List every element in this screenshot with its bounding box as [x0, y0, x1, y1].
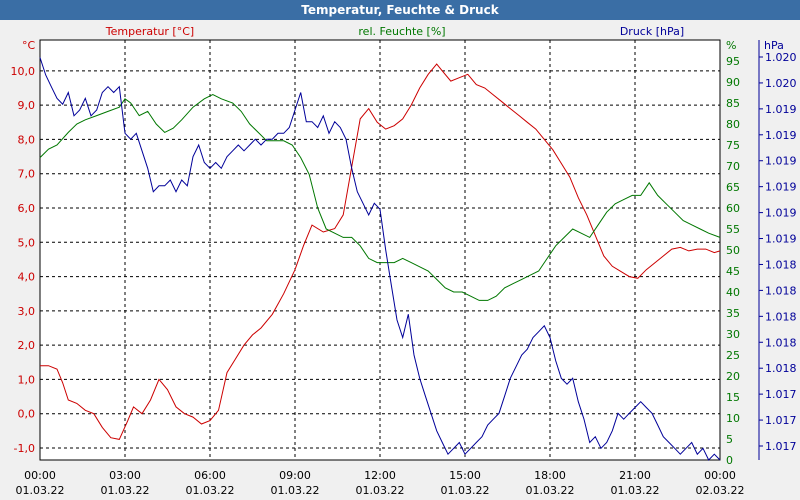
x-tick-date: 01.03.22: [611, 484, 660, 497]
humidity-tick-label: 80: [726, 118, 740, 131]
pressure-tick-label: 1.018: [765, 310, 797, 323]
x-tick-date: 01.03.22: [186, 484, 235, 497]
humidity-tick-label: 50: [726, 244, 740, 257]
x-tick-time: 00:00: [24, 469, 56, 482]
x-tick-date: 01.03.22: [441, 484, 490, 497]
x-tick-time: 00:00: [704, 469, 736, 482]
pressure-tick-label: 1.019: [765, 233, 797, 246]
temperature-tick-label: 9,0: [18, 99, 36, 112]
pressure-series-line: [39, 57, 721, 461]
humidity-series-line: [39, 94, 721, 301]
humidity-axis-label: rel. Feuchte [%]: [358, 25, 445, 38]
x-tick-date: 01.03.22: [271, 484, 320, 497]
humidity-tick-label: 75: [726, 139, 740, 152]
humidity-tick-label: 0: [726, 454, 733, 467]
temperature-tick-label: -1,0: [14, 442, 35, 455]
humidity-tick-label: 85: [726, 97, 740, 110]
pressure-axis: hPa Druck [hPa] 1.020 1.020 1.019 1.019 1.01…: [620, 25, 797, 460]
humidity-tick-label: 90: [726, 76, 740, 89]
x-tick-date: 01.03.22: [356, 484, 405, 497]
pressure-unit: hPa: [764, 39, 784, 52]
humidity-tick-label: 55: [726, 223, 740, 236]
pressure-tick-label: 1.019: [765, 155, 797, 168]
humidity-tick-label: 20: [726, 370, 740, 383]
temperature-series-line: [40, 63, 721, 440]
x-tick-time: 09:00: [279, 469, 311, 482]
temperature-tick-label: 3,0: [18, 305, 36, 318]
temperature-tick-label: 5,0: [18, 236, 36, 249]
humidity-tick-label: 5: [726, 433, 733, 446]
pressure-tick-label: 1.018: [765, 284, 797, 297]
temperature-tick-label: 6,0: [18, 202, 36, 215]
x-tick-time: 21:00: [619, 469, 651, 482]
x-tick-date: 01.03.22: [16, 484, 65, 497]
temperature-tick-label: 0,0: [18, 408, 36, 421]
x-tick-time: 18:00: [534, 469, 566, 482]
humidity-tick-label: 25: [726, 349, 740, 362]
temperature-unit: °C: [22, 39, 36, 52]
grid: [40, 40, 720, 460]
temperature-tick-label: 4,0: [18, 271, 36, 284]
series-group: [39, 57, 721, 461]
pressure-tick-label: 1.019: [765, 129, 797, 142]
temperature-axis: °C Temperatur [°C] 10,0 9,0 8,0 7,0 6,0 5,0 4,…: [11, 25, 195, 455]
humidity-tick-label: 10: [726, 412, 740, 425]
pressure-tick-label: 1.019: [765, 103, 797, 116]
window-title: Temperatur, Feuchte & Druck: [0, 0, 800, 20]
temperature-tick-label: 10,0: [11, 65, 36, 78]
x-tick-date: 01.03.22: [526, 484, 575, 497]
humidity-unit: %: [726, 39, 736, 52]
temperature-axis-label: Temperatur [°C]: [105, 25, 194, 38]
pressure-tick-label: 1.020: [765, 77, 797, 90]
x-tick-time: 12:00: [364, 469, 396, 482]
pressure-tick-label: 1.018: [765, 362, 797, 375]
humidity-tick-label: 35: [726, 307, 740, 320]
humidity-tick-label: 95: [726, 55, 740, 68]
x-tick-date: 01.03.22: [101, 484, 150, 497]
humidity-tick-label: 30: [726, 328, 740, 341]
temperature-tick-label: 7,0: [18, 168, 36, 181]
temperature-tick-label: 1,0: [18, 373, 36, 386]
humidity-tick-label: 70: [726, 160, 740, 173]
x-tick-date: 02.03.22: [696, 484, 745, 497]
pressure-tick-label: 1.018: [765, 336, 797, 349]
humidity-tick-label: 15: [726, 391, 740, 404]
pressure-tick-label: 1.020: [765, 51, 797, 64]
temperature-tick-label: 2,0: [18, 339, 36, 352]
pressure-tick-label: 1.017: [765, 440, 797, 453]
x-tick-time: 03:00: [109, 469, 141, 482]
humidity-tick-label: 45: [726, 265, 740, 278]
pressure-tick-label: 1.019: [765, 207, 797, 220]
x-tick-time: 15:00: [449, 469, 481, 482]
pressure-tick-label: 1.017: [765, 388, 797, 401]
humidity-tick-label: 60: [726, 202, 740, 215]
humidity-axis: % rel. Feuchte [%] 959085807570656055504…: [358, 25, 740, 467]
humidity-tick-label: 65: [726, 181, 740, 194]
x-tick-time: 06:00: [194, 469, 226, 482]
pressure-tick-label: 1.019: [765, 181, 797, 194]
pressure-tick-label: 1.017: [765, 414, 797, 427]
temperature-tick-label: 8,0: [18, 133, 36, 146]
pressure-axis-label: Druck [hPa]: [620, 25, 684, 38]
x-axis: 00:00 01.03.22 03:00 01.03.22 06:00 01.03.22 0…: [16, 469, 745, 497]
humidity-tick-label: 40: [726, 286, 740, 299]
pressure-tick-label: 1.018: [765, 258, 797, 271]
